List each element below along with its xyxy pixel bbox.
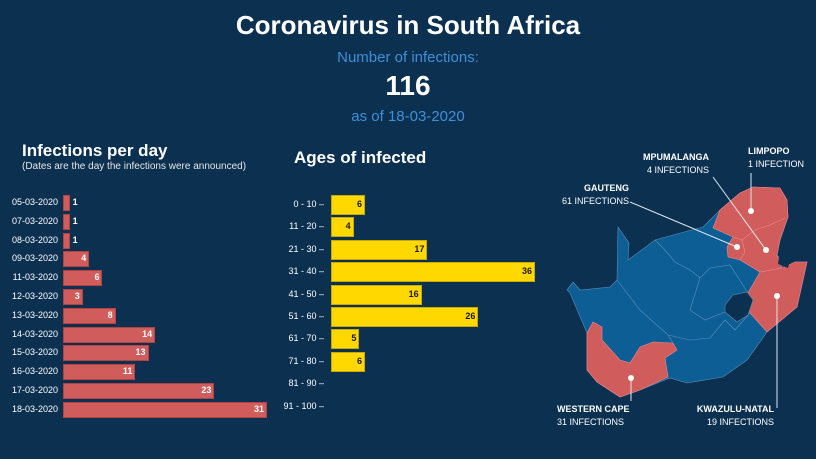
map-leader-lines [629, 173, 778, 408]
as-of-date: as of 18-03-2020 [351, 108, 465, 125]
province-count: 4 INFECTIONS [646, 165, 709, 175]
infections-chart-title: Infections per day [22, 141, 168, 160]
province-count: 1 INFECTION [747, 159, 804, 169]
map-label-gauteng: GAUTENG 61 INFECTIONS [562, 182, 629, 208]
map-limpopo-border [741, 217, 786, 241]
province-count: 31 INFECTIONS [557, 417, 625, 427]
province-name: KWAZULU-NATAL [696, 404, 774, 414]
ages-chart-title: Ages of infected [294, 148, 427, 167]
map-lesotho [724, 291, 754, 323]
map-markers [628, 208, 780, 381]
province-count: 19 INFECTIONS [706, 417, 774, 427]
province-name: WESTERN CAPE [557, 404, 630, 414]
map-province-borders-3 [689, 277, 726, 321]
map-province-borders [654, 239, 749, 294]
map-eswatini [778, 250, 792, 268]
total-infections: 116 [385, 70, 431, 101]
infections-chart-note: (Dates are the day the infections were a… [22, 161, 247, 172]
province-name: MPUMALANGA [643, 152, 709, 162]
map-province-borders-2 [616, 279, 751, 341]
province-count: 61 INFECTIONS [561, 196, 629, 206]
map-province-borders-4 [667, 334, 674, 344]
map-label-western-cape: WESTERN CAPE 31 INFECTIONS [557, 403, 630, 429]
map-gauteng-border [732, 236, 746, 261]
infections-subtitle: Number of infections: [337, 49, 479, 66]
page-title: Coronavirus in South Africa [235, 10, 581, 40]
province-name: GAUTENG [584, 183, 629, 193]
map-label-limpopo: LIMPOPO 1 INFECTION [748, 145, 804, 171]
map-label-mpumalanga: MPUMALANGA 4 INFECTIONS [643, 151, 709, 177]
map-western-cape [586, 321, 678, 398]
map-label-kwazulu-natal: KWAZULU-NATAL 19 INFECTIONS [697, 403, 774, 429]
province-name: LIMPOPO [747, 146, 790, 156]
